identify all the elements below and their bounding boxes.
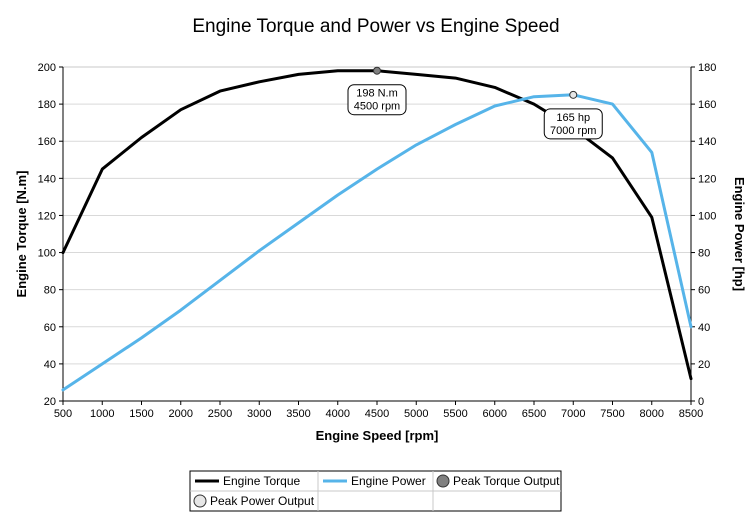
annotation-label: 7000 rpm — [550, 125, 596, 137]
x-tick-label: 7500 — [600, 408, 624, 420]
x-tick-label: 8000 — [640, 408, 664, 420]
y-right-tick-label: 100 — [698, 210, 716, 222]
y-left-tick-label: 80 — [44, 285, 56, 297]
series-line-engine-power — [61, 93, 693, 392]
x-tick-label: 5500 — [443, 408, 467, 420]
peak-torque-output-marker — [373, 66, 381, 75]
annotation-label: 198 N.m — [356, 88, 398, 100]
x-tick-label: 1500 — [129, 408, 153, 420]
annotation-label: 4500 rpm — [354, 101, 400, 113]
y-axis-left-label: Engine Torque [N.m] — [14, 171, 29, 298]
x-tick-label: 7000 — [561, 408, 585, 420]
y-left-tick-label: 120 — [38, 210, 56, 222]
y-right-tick-label: 40 — [698, 322, 710, 334]
y-axis-right-label: Engine Power [hp] — [732, 177, 747, 291]
y-right-tick-label: 140 — [698, 136, 716, 148]
peak-power-output-marker — [569, 90, 578, 99]
x-tick-label: 5000 — [404, 408, 428, 420]
y-right-tick-label: 120 — [698, 173, 716, 185]
legend: Engine Torque Engine Power Peak Torque Out… — [189, 470, 562, 512]
x-tick-label: 6500 — [522, 408, 546, 420]
legend-swatch-peak-power-output — [193, 494, 207, 508]
x-tick-label: 2500 — [208, 408, 232, 420]
axis-ticks: 2040608010012014016018020002040608010012… — [38, 62, 717, 420]
x-tick-label: 3500 — [286, 408, 310, 420]
legend-label-engine-torque: Engine Torque — [223, 474, 301, 488]
y-left-tick-label: 200 — [38, 62, 56, 74]
annotation-box-1 — [347, 84, 407, 116]
annotation-label: 165 hp — [556, 112, 590, 124]
legend-label-peak-torque-output: Peak Torque Output — [453, 474, 560, 488]
x-tick-label: 1000 — [90, 408, 114, 420]
x-tick-label: 6000 — [483, 408, 507, 420]
x-axis-label: Engine Speed [rpm] — [316, 428, 439, 443]
legend-swatch-peak-torque-output — [436, 474, 450, 488]
y-left-tick-label: 40 — [44, 359, 56, 371]
legend-label-engine-power: Engine Power — [351, 474, 426, 488]
chart-title: Engine Torque and Power vs Engine Speed — [192, 16, 559, 37]
y-left-tick-label: 140 — [38, 173, 56, 185]
y-left-tick-label: 60 — [44, 322, 56, 334]
x-tick-label: 2000 — [169, 408, 193, 420]
legend-label-peak-power-output: Peak Power Output — [210, 494, 315, 508]
x-tick-label: 3000 — [247, 408, 271, 420]
y-right-tick-label: 0 — [698, 396, 704, 408]
y-right-tick-label: 20 — [698, 359, 710, 371]
y-right-tick-label: 80 — [698, 248, 710, 260]
y-left-tick-label: 100 — [38, 248, 56, 260]
y-right-tick-label: 160 — [698, 99, 716, 111]
y-left-tick-label: 160 — [38, 136, 56, 148]
y-left-tick-label: 20 — [44, 396, 56, 408]
x-tick-label: 500 — [54, 408, 72, 420]
x-tick-label: 4000 — [326, 408, 350, 420]
annotation-box-2 — [543, 108, 603, 140]
y-right-tick-label: 60 — [698, 285, 710, 297]
x-tick-label: 4500 — [365, 408, 389, 420]
y-right-tick-label: 180 — [698, 62, 716, 74]
x-tick-label: 8500 — [679, 408, 703, 420]
y-left-tick-label: 180 — [38, 99, 56, 111]
